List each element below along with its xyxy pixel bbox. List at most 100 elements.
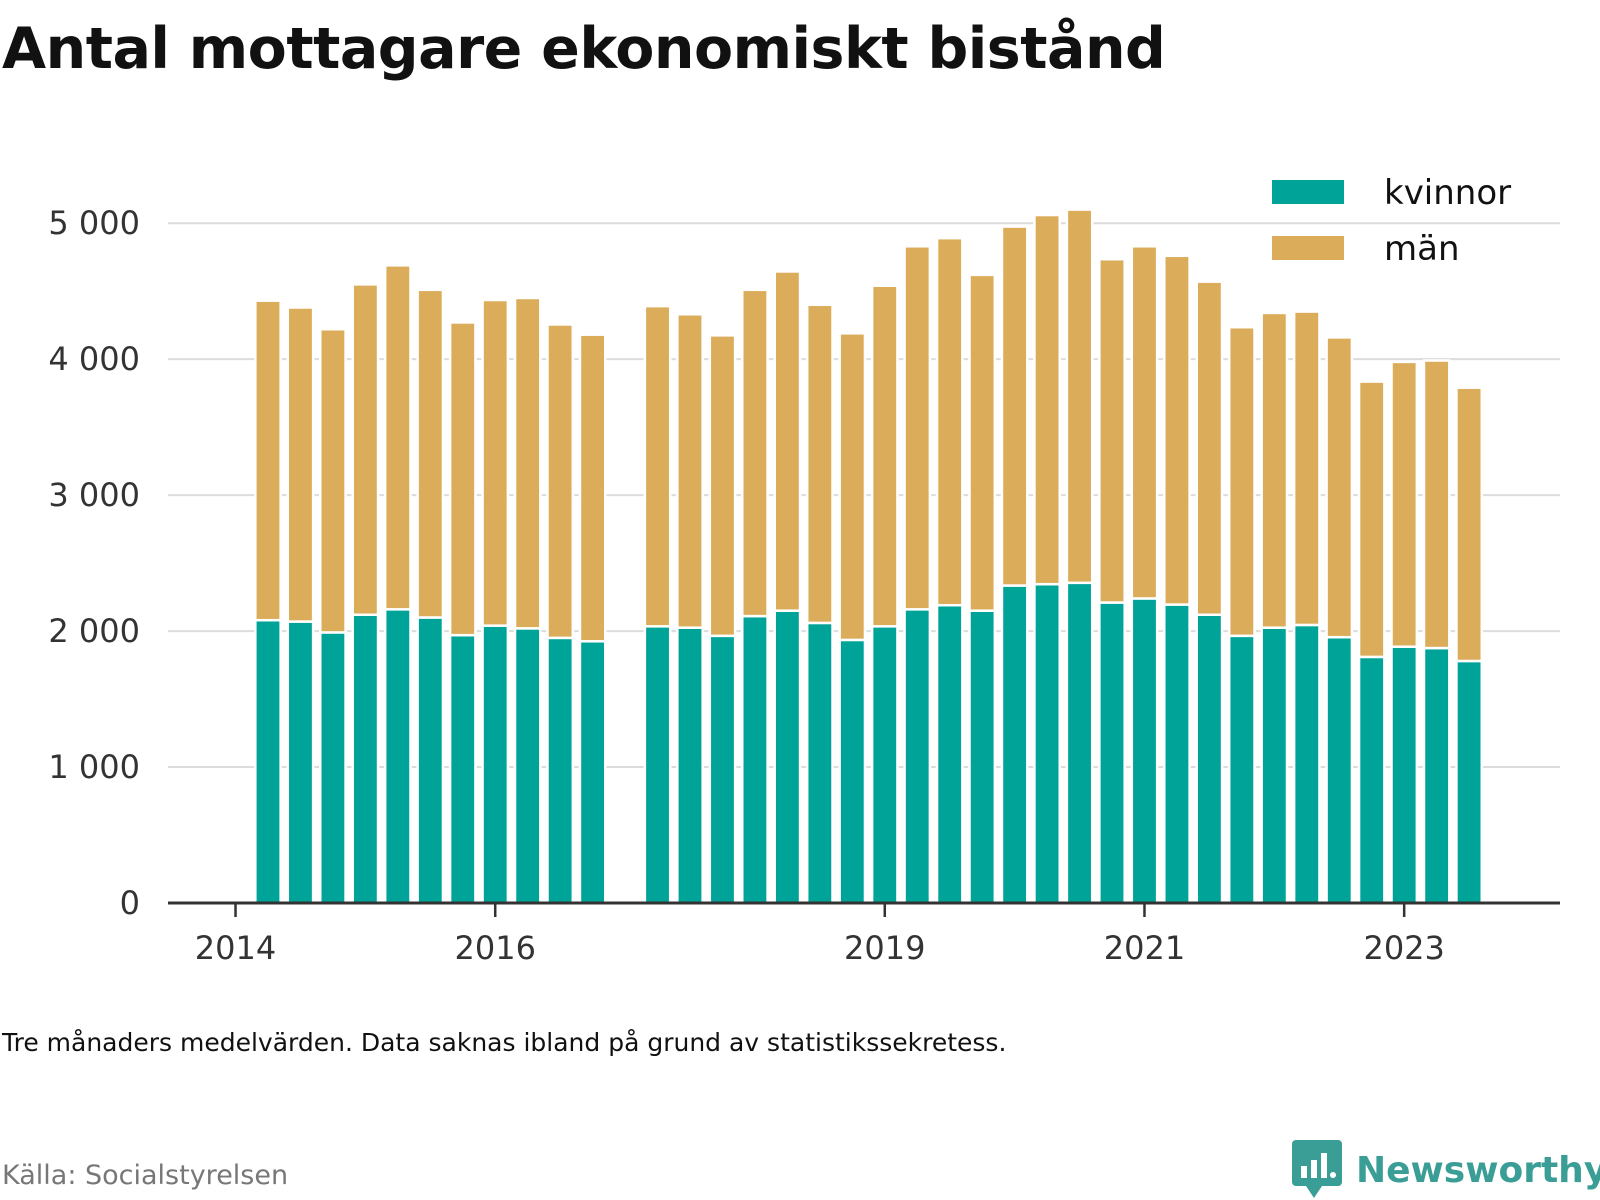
bar-kvinnor (1455, 659, 1484, 905)
bar-kvinnor (1260, 626, 1289, 905)
bar-kvinnor (676, 626, 704, 905)
bar-man (708, 334, 737, 638)
brand-name: Newsworthy (1356, 1149, 1600, 1191)
bar-man (319, 327, 347, 634)
bar-kvinnor (1357, 655, 1386, 905)
x-tick-label: 2014 (195, 929, 276, 967)
bar-kvinnor (838, 638, 867, 905)
bar-man (546, 323, 575, 640)
bar-man (1098, 257, 1126, 604)
bar-man (383, 264, 412, 611)
y-tick-label: 5 000 (48, 204, 140, 242)
x-tick-label: 2021 (1104, 929, 1185, 967)
bar-kvinnor (383, 608, 412, 905)
bar-kvinnor (1390, 645, 1419, 905)
bar-kvinnor (935, 603, 964, 905)
bar-kvinnor (513, 627, 542, 905)
bar-kvinnor (1292, 623, 1321, 905)
y-tick-label: 2 000 (48, 612, 140, 650)
bar-man (968, 273, 997, 612)
bar-kvinnor (1163, 603, 1191, 905)
bar-man (513, 296, 542, 630)
bars (254, 208, 1484, 905)
bar-kvinnor (578, 640, 607, 905)
bar-man (1390, 360, 1419, 648)
legend-swatch (1272, 180, 1344, 204)
bar-man (578, 333, 607, 643)
bar-kvinnor (741, 614, 769, 905)
bar-kvinnor (448, 633, 477, 905)
bar-kvinnor (351, 613, 380, 905)
bar-kvinnor (286, 620, 315, 905)
bar-man (1065, 208, 1094, 585)
bar-kvinnor (1422, 646, 1451, 905)
chart-note: Tre månaders medelvärden. Data saknas ib… (2, 1028, 1007, 1057)
bar-man (351, 283, 380, 617)
bar-man (643, 304, 672, 628)
bar-kvinnor (1000, 584, 1029, 905)
y-tick-label: 4 000 (48, 340, 140, 378)
bar-man (741, 288, 769, 618)
y-axis-tick-labels: 0 1 000 2 000 3 000 4 000 5 000 (48, 204, 140, 922)
bar-kvinnor (416, 616, 445, 905)
bar-man (1033, 213, 1061, 586)
bar-kvinnor (1195, 613, 1224, 905)
bar-kvinnor (805, 621, 834, 905)
bar-man (1130, 245, 1159, 600)
bar-man (254, 299, 282, 622)
bar-kvinnor (254, 618, 282, 905)
bar-kvinnor (1065, 581, 1094, 905)
bar-man (416, 288, 445, 619)
legend: kvinnor män (1272, 173, 1511, 269)
bar-kvinnor (870, 625, 899, 905)
bar-man (935, 236, 964, 607)
bar-man (1422, 359, 1451, 650)
legend-swatch (1272, 236, 1344, 260)
bar-man (838, 332, 867, 642)
x-tick-label: 2016 (455, 929, 536, 967)
legend-label: män (1384, 229, 1460, 269)
bar-man (1000, 225, 1029, 587)
x-tick-label: 2023 (1363, 929, 1444, 967)
y-tick-label: 3 000 (48, 476, 140, 514)
bar-kvinnor (319, 631, 347, 905)
bar-man (1292, 310, 1321, 627)
bar-man (481, 298, 510, 627)
bar-man (1227, 325, 1256, 638)
bar-kvinnor (1130, 597, 1159, 905)
y-tick-label: 0 (120, 884, 140, 922)
legend-label: kvinnor (1384, 173, 1511, 213)
bar-man (1195, 280, 1224, 617)
bar-man (773, 270, 802, 612)
y-tick-label: 1 000 (48, 748, 140, 786)
bar-kvinnor (1098, 601, 1126, 905)
bar-kvinnor (773, 609, 802, 905)
bar-kvinnor (643, 625, 672, 905)
bar-man (676, 313, 704, 629)
bar-kvinnor (546, 636, 575, 905)
bar-man (870, 284, 899, 628)
bar-man (805, 303, 834, 625)
bar-man (1455, 386, 1484, 663)
bar-kvinnor (1033, 582, 1061, 905)
source-text: Källa: Socialstyrelsen (2, 1160, 289, 1191)
bar-kvinnor (903, 608, 932, 905)
bar-man (286, 306, 315, 623)
bar-man (1260, 311, 1289, 629)
bar-kvinnor (1325, 635, 1354, 905)
chart-title: Antal mottagare ekonomiskt bistånd (2, 16, 1166, 82)
bar-kvinnor (1227, 634, 1256, 905)
bar-kvinnor (708, 634, 737, 905)
bar-kvinnor (481, 624, 510, 905)
bar-kvinnor (968, 609, 997, 905)
newsworthy-logo-icon (1292, 1140, 1342, 1198)
x-tick-label: 2019 (844, 929, 925, 967)
bar-man (1163, 254, 1191, 606)
bar-man (1325, 336, 1354, 639)
bar-man (448, 321, 477, 637)
brand-logo[interactable]: Newsworthy (1292, 1140, 1600, 1200)
bar-man (1357, 380, 1386, 659)
bar-man (903, 245, 932, 611)
x-axis-ticks: 2014 2016 2019 2021 2023 (195, 903, 1445, 967)
